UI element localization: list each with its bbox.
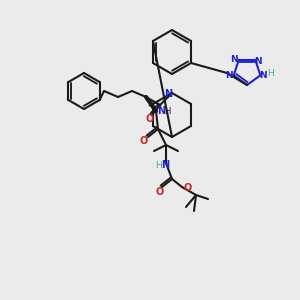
Text: N: N <box>225 71 232 80</box>
Text: N: N <box>164 89 172 99</box>
Text: O: O <box>156 187 164 197</box>
Text: N: N <box>260 71 267 80</box>
Text: O: O <box>184 183 192 193</box>
Text: N: N <box>254 57 262 66</box>
Text: N: N <box>161 160 169 170</box>
Text: H: H <box>267 69 274 78</box>
Text: O: O <box>140 136 148 146</box>
Text: N: N <box>157 106 165 116</box>
Text: N: N <box>230 55 238 64</box>
Text: O: O <box>146 114 154 124</box>
Text: H: H <box>156 160 162 169</box>
Text: H: H <box>164 107 170 116</box>
